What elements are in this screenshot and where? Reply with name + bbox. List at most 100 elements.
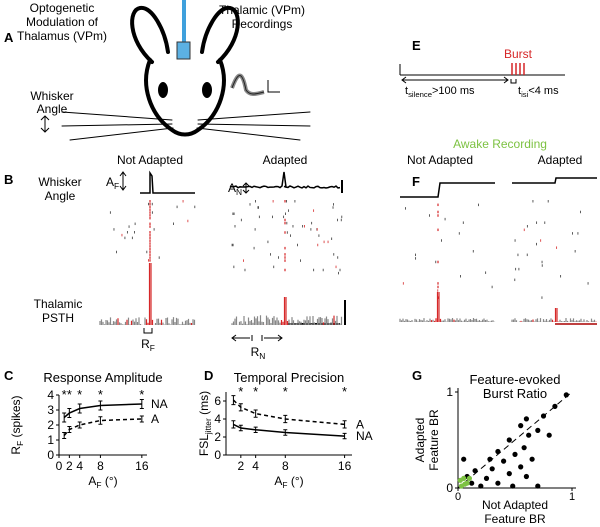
y-tick-label: 0 (446, 481, 453, 495)
series-line (63, 418, 142, 436)
x-tick-label: 4 (76, 459, 83, 473)
label-sub: F (282, 480, 287, 490)
axes (225, 392, 352, 456)
label: AN (228, 181, 242, 197)
series-label: A (151, 412, 159, 426)
significance-marker: * (238, 384, 243, 399)
label: AF (106, 175, 119, 191)
label-main: FSL (197, 434, 211, 456)
optic-implant (176, 41, 191, 60)
scatter-point (535, 483, 541, 489)
panel-letter: E (412, 38, 421, 53)
panel-letter: F (412, 174, 420, 189)
scatter-point (526, 432, 532, 438)
label: Adapted (538, 153, 583, 167)
label-sub: N (259, 351, 265, 361)
scatter-point (466, 475, 472, 481)
x-tick-label: 16 (338, 459, 352, 473)
psth-highlight (264, 297, 335, 325)
panel-letter: C (4, 368, 14, 383)
y-tick-label: 6 (214, 394, 221, 408)
x-tick-label: 2 (66, 459, 73, 473)
significance-marker: * (98, 387, 103, 402)
label-main: t (518, 85, 521, 97)
error-bar (98, 400, 103, 411)
scatter-point (529, 456, 535, 462)
x-tick-label: 4 (252, 459, 259, 473)
series-line (63, 403, 142, 419)
psth (399, 318, 496, 322)
error-bar (98, 416, 103, 425)
scatter-point (489, 466, 495, 472)
y-tick-label: 1 (446, 385, 453, 399)
scatter-point (540, 413, 547, 419)
error-bar (62, 412, 67, 423)
label: Feature BR (427, 409, 441, 471)
series-line (233, 423, 345, 437)
y-tick-label: 4 (47, 388, 54, 402)
label: Not Adapted (117, 153, 183, 167)
label-sub: F (96, 480, 101, 490)
label: Adapted (413, 418, 427, 463)
label: Adapted (263, 153, 308, 167)
scatter-point (483, 475, 490, 481)
panel-letter: A (4, 30, 14, 45)
raster (231, 200, 343, 275)
label: RF (141, 337, 155, 353)
label: Thalamic (34, 297, 83, 311)
error-bar (139, 415, 144, 423)
error-bar (283, 429, 288, 436)
scatter-point (506, 471, 512, 477)
scatter-point (521, 445, 527, 451)
label-rest: <4 ms (528, 85, 559, 97)
label-main: t (405, 85, 408, 97)
psth-highlight (430, 292, 455, 322)
series-line (232, 399, 345, 426)
y-tick-label: 1 (47, 433, 54, 447)
error-bar (342, 420, 347, 429)
y-tick-label: 0 (214, 448, 221, 462)
label-sub: N (236, 187, 242, 197)
error-bar (238, 403, 243, 412)
error-bar (67, 426, 72, 433)
label: Modulation of (26, 15, 99, 29)
raster (514, 200, 589, 299)
burst-diagram (399, 63, 565, 84)
label-main: A (228, 181, 236, 195)
error-bar (77, 421, 82, 429)
label: FSLjitter (ms) (197, 391, 213, 456)
whisker-trace (512, 177, 597, 184)
scatter-point (461, 456, 467, 462)
significance-marker: * (67, 387, 72, 402)
scatter-point (506, 437, 512, 443)
label-main: R (9, 446, 23, 455)
y-tick-label: 3 (47, 403, 54, 417)
scatter-point (523, 416, 530, 422)
label: Recordings (232, 17, 293, 31)
label-sub: jitter (203, 418, 213, 435)
label: tisi<4 ms (518, 85, 559, 99)
scatter-point (469, 480, 475, 486)
label-main: A (274, 474, 282, 488)
scatter-point (510, 483, 516, 489)
psth-highlight (520, 308, 597, 322)
error-bar (283, 414, 288, 424)
label-rest: (ms) (197, 391, 211, 418)
scatter-point (512, 451, 518, 457)
scatter-point (518, 464, 524, 470)
label-rest: >100 ms (432, 85, 475, 97)
scatter-point (478, 483, 484, 489)
label: tsilence>100 ms (405, 85, 475, 99)
scatter-point (462, 481, 468, 487)
error-bar (342, 432, 347, 440)
error-bar (231, 420, 236, 429)
raster (109, 200, 196, 262)
x-tick-label: 8 (282, 459, 289, 473)
y-tick-label: 2 (214, 430, 221, 444)
label: Angle (45, 189, 76, 203)
angle-arrow (40, 115, 50, 133)
label: Thalamic (VPm) (219, 3, 305, 17)
series-label: NA (356, 429, 373, 443)
x-tick-label: 0 (455, 491, 461, 503)
